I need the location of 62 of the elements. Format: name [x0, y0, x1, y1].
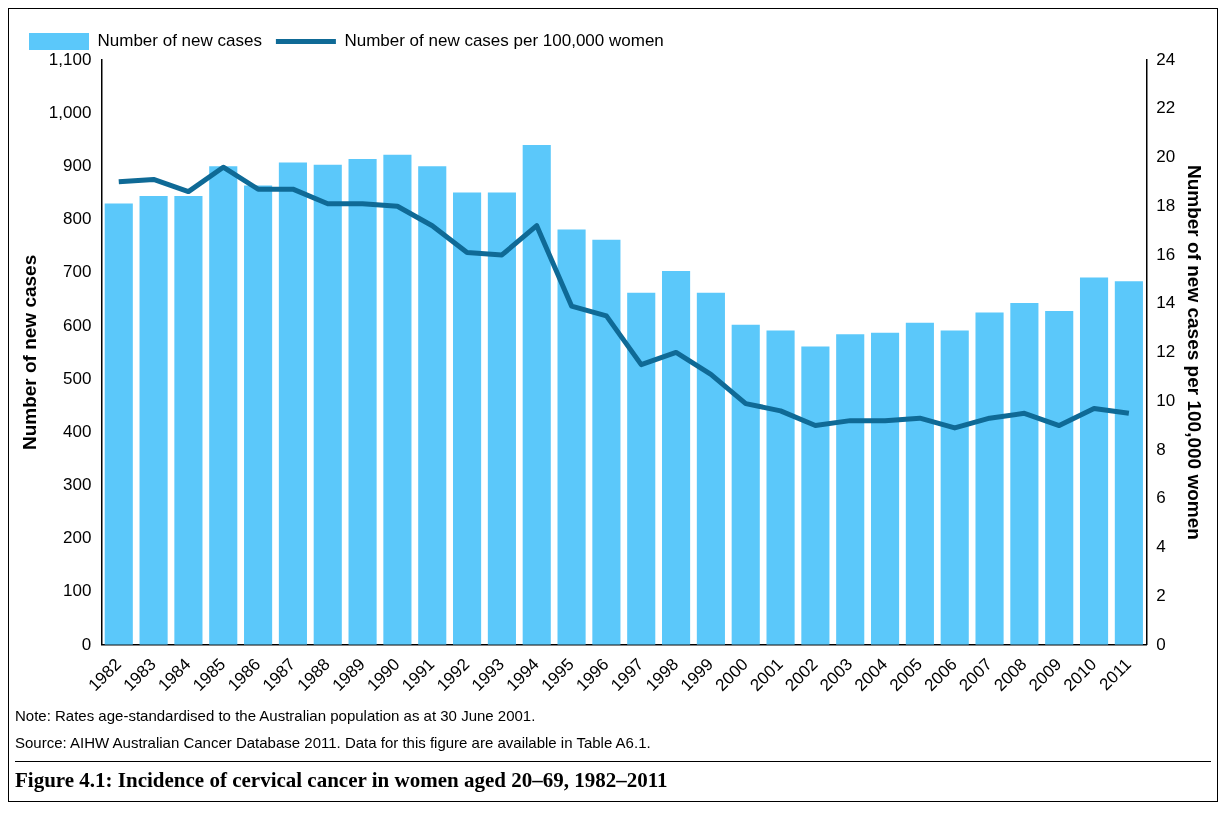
y-tick-label: 500 [62, 368, 92, 388]
bar [313, 164, 342, 645]
y-axis-title: Number of new cases [18, 254, 40, 451]
bar [627, 292, 656, 645]
y2-tick-label: 0 [1156, 634, 1166, 654]
source-note: Source: AIHW Australian Cancer Database 2011. Data for this figure are available in Table A6.1. [15, 734, 652, 751]
bar [766, 330, 795, 645]
bar [1079, 277, 1109, 645]
bar [139, 196, 168, 645]
bar [662, 271, 691, 645]
y2-tick-label: 2 [1156, 585, 1166, 605]
y-tick-label: 100 [62, 581, 92, 601]
y2-tick-label: 16 [1156, 244, 1176, 264]
bar [1010, 302, 1039, 645]
bar [801, 346, 830, 645]
bar [1045, 310, 1074, 645]
text: Note: Rates age-standardised to the Australian population as at 30 June 2001. [15, 707, 537, 724]
bar [383, 154, 412, 645]
y2-axis-title: Number of new cases per 100,000 women [1184, 164, 1206, 540]
bar [870, 332, 900, 645]
bar [592, 239, 621, 645]
bar [348, 158, 377, 645]
y-tick-label: 700 [62, 262, 92, 282]
bar [453, 192, 482, 645]
bar [975, 312, 1004, 645]
bar [940, 330, 969, 645]
y-tick-label: 800 [62, 209, 92, 229]
bar [487, 192, 516, 645]
y2-tick-label: 22 [1156, 98, 1176, 118]
bar [104, 203, 133, 645]
bar [836, 334, 865, 645]
bar [244, 185, 273, 645]
y-tick-label: 1,000 [48, 102, 92, 122]
y-tick-label: 200 [62, 528, 92, 548]
y2-tick-label: 24 [1156, 49, 1176, 69]
y-tick-label: 0 [81, 634, 92, 654]
bar [696, 292, 725, 645]
bar [522, 145, 551, 645]
bar [905, 322, 934, 645]
bar [209, 166, 238, 645]
bar [557, 229, 586, 645]
y2-tick-label: 6 [1156, 488, 1166, 508]
legend-label: Number of new cases [97, 31, 262, 51]
y2-tick-label: 20 [1156, 147, 1176, 167]
legend-label: Number of new cases per 100,000 women [344, 31, 664, 51]
y-tick-label: 600 [62, 315, 92, 335]
y2-tick-label: 12 [1156, 342, 1176, 362]
y2-tick-label: 4 [1156, 537, 1166, 557]
y-tick-label: 1,100 [48, 49, 92, 69]
y2-tick-label: 8 [1156, 439, 1166, 459]
bar [418, 166, 447, 645]
y2-tick-label: 10 [1156, 390, 1176, 410]
bar [278, 162, 307, 645]
y-tick-label: 900 [62, 156, 92, 176]
y-tick-label: 300 [62, 475, 92, 495]
y2-tick-label: 18 [1156, 195, 1176, 215]
y-tick-label: 400 [62, 421, 92, 441]
bar [174, 196, 203, 645]
text: Figure 4.1: Incidence of cervical cancer in women aged 20–69, 1982–2011 [15, 761, 1211, 793]
bar [1114, 281, 1143, 645]
bar [731, 324, 760, 645]
y2-tick-label: 14 [1156, 293, 1176, 313]
